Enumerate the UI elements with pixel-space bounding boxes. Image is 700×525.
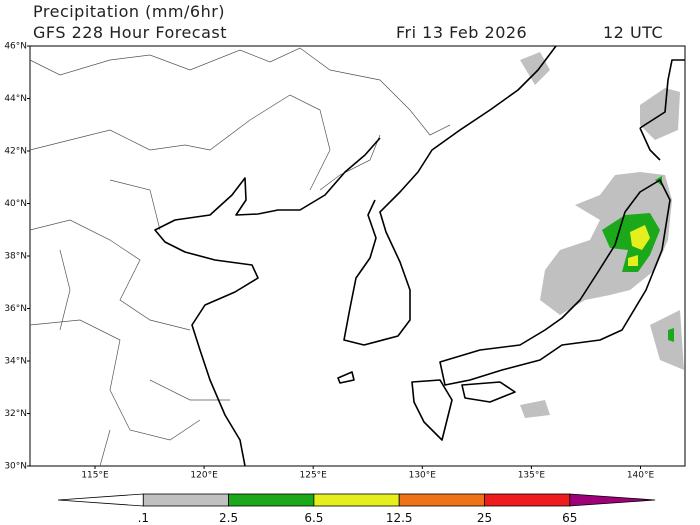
lat-label: 46°N (4, 42, 27, 52)
title: Precipitation (mm/6hr) (33, 2, 225, 21)
colorbar-segment (142, 493, 230, 507)
lat-label: 42°N (4, 147, 27, 157)
border (29, 319, 201, 441)
border (29, 47, 451, 136)
coastlines (154, 45, 685, 467)
lat-label: 40°N (4, 199, 27, 209)
precip-area (640, 88, 680, 140)
coastline (411, 379, 453, 441)
lat-label: 36°N (4, 304, 27, 314)
coastline (154, 137, 381, 467)
precip-area (630, 225, 650, 250)
precip-area (540, 172, 672, 315)
colorbar-label: 12.5 (386, 511, 413, 525)
border (29, 219, 191, 331)
coastline (439, 179, 671, 386)
lat-label: 34°N (4, 357, 27, 367)
colorbar-segment (398, 493, 485, 507)
lon-label: 120°E (190, 471, 218, 481)
colorbar-end (57, 493, 144, 507)
date: Fri 13 Feb 2026 (396, 23, 527, 42)
colorbar-label: .1 (138, 511, 149, 525)
border (99, 379, 230, 467)
map (29, 45, 686, 467)
colorbar-label: 65 (562, 511, 577, 525)
border (29, 94, 331, 191)
borders (29, 47, 451, 467)
lat-label: 44°N (4, 94, 27, 104)
model-line: GFS 228 Hour Forecast (33, 23, 227, 42)
lat-label: 30°N (4, 462, 27, 472)
lon-label: 140°E (627, 471, 655, 481)
colorbar-segment (313, 493, 400, 507)
colorbar-segment (484, 493, 571, 507)
coastline (337, 371, 355, 384)
colorbar-label: 2.5 (219, 511, 238, 525)
precip-area (520, 52, 550, 85)
precip-area (650, 310, 684, 370)
lon-label: 125°E (300, 471, 328, 481)
coastline (639, 59, 685, 161)
lon-label: 130°E (409, 471, 437, 481)
border (59, 179, 161, 331)
border (319, 134, 381, 191)
colorbar-label: 6.5 (304, 511, 323, 525)
precip (520, 52, 684, 418)
coastline (343, 45, 557, 346)
axis-labels: 46°N 44°N 42°N 40°N 38°N 36°N 34°N 32°N 30°N 115°… (4, 42, 654, 481)
lat-label: 38°N (4, 252, 27, 262)
precip-area (668, 328, 674, 342)
lat-label: 32°N (4, 409, 27, 419)
lon-label: 115°E (81, 471, 109, 481)
precip-area (628, 255, 638, 266)
colorbar-end (569, 493, 656, 507)
colorbar: .1 2.5 6.5 12.5 25 65 (57, 493, 656, 525)
lon-label: 135°E (518, 471, 546, 481)
precip-area (520, 400, 550, 418)
time: 12 UTC (603, 23, 663, 42)
coastline (461, 381, 516, 403)
colorbar-segment (228, 493, 315, 507)
colorbar-label: 25 (477, 511, 492, 525)
